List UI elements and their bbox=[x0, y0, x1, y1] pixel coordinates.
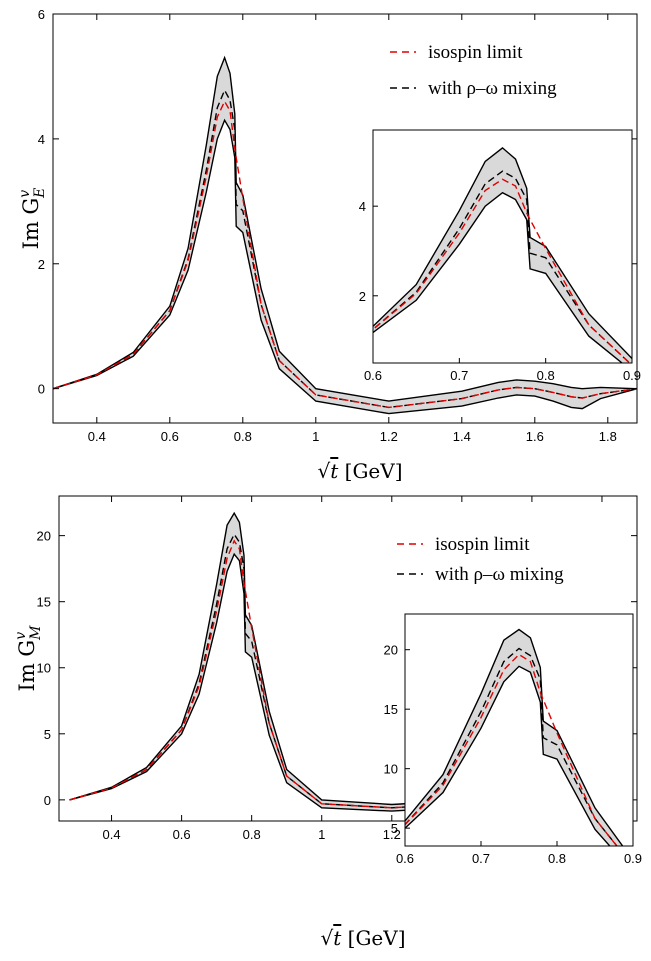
x-tick-label: 1.2 bbox=[380, 429, 398, 444]
y-label-sup: v bbox=[13, 632, 29, 640]
inset-panel: 0.6 0.7 0.8 0.9 5 10 15 20 bbox=[384, 613, 642, 866]
y-label-sub: E bbox=[32, 188, 48, 199]
x-tick-label: 1.4 bbox=[453, 429, 471, 444]
inset-y-tick-label: 20 bbox=[384, 643, 398, 658]
y-axis-label-group: Im GvM bbox=[13, 625, 44, 692]
x-tick-label: 1 bbox=[318, 827, 325, 842]
inset-x-tick-label: 0.6 bbox=[396, 851, 414, 866]
x-tick-label: 0.8 bbox=[234, 429, 252, 444]
inset-x-tick-label: 0.8 bbox=[537, 368, 555, 383]
inset-y-tick-label: 10 bbox=[384, 762, 398, 777]
inset-series-isospin bbox=[405, 653, 618, 846]
inset-x-tick-label: 0.9 bbox=[624, 851, 642, 866]
legend: isospin limit with ρ–ω mixing bbox=[390, 42, 557, 99]
chart-panel-top: 0.4 0.6 0.8 1 1.2 1.4 1.6 1.8 0 2 4 6 √t [GeV] Im GvE… bbox=[17, 7, 641, 483]
inset-plot bbox=[373, 146, 632, 363]
x-tick-label: 1 bbox=[312, 429, 319, 444]
x-tick-label: 0.4 bbox=[103, 827, 121, 842]
inset-x-tick-label: 0.8 bbox=[548, 851, 566, 866]
x-tick-label: 0.8 bbox=[243, 827, 261, 842]
plot-frame bbox=[52, 13, 638, 424]
inset-band-upper bbox=[373, 146, 632, 360]
sqrt-symbol: √ bbox=[317, 459, 330, 483]
inset-band-upper bbox=[405, 628, 624, 846]
band-upper-edge bbox=[52, 55, 638, 402]
legend-label: isospin limit bbox=[435, 534, 530, 555]
y-tick-label: 2 bbox=[38, 257, 45, 272]
y-tick-label: 5 bbox=[44, 727, 51, 742]
inset-frame bbox=[404, 613, 634, 847]
y-label-main: Im G bbox=[19, 198, 43, 250]
y-label-sup: v bbox=[17, 190, 33, 198]
legend-label: with ρ–ω mixing bbox=[435, 564, 564, 585]
x-tick-label: 0.4 bbox=[88, 429, 106, 444]
legend-label: isospin limit bbox=[428, 42, 523, 63]
x-tick-label: 1.8 bbox=[599, 429, 617, 444]
y-axis-label: Im GvE bbox=[17, 188, 48, 250]
inset-plot bbox=[405, 628, 624, 846]
inset-x-tick-label: 0.6 bbox=[364, 368, 382, 383]
inset-x-tick-label: 0.7 bbox=[472, 851, 490, 866]
y-tick-label: 10 bbox=[37, 661, 51, 676]
inset-x-tick-label: 0.9 bbox=[623, 368, 641, 383]
y-tick-label: 15 bbox=[37, 595, 51, 610]
legend-label: with ρ–ω mixing bbox=[428, 78, 557, 99]
y-axis-label-group: Im GvE bbox=[17, 188, 48, 250]
inset-x-tick-label: 0.7 bbox=[450, 368, 468, 383]
legend: isospin limit with ρ–ω mixing bbox=[397, 534, 564, 585]
x-tick-label: 0.6 bbox=[173, 827, 191, 842]
inset-y-tick-label: 2 bbox=[359, 289, 366, 304]
band-lower-edge bbox=[52, 118, 638, 415]
inset-y-tick-label: 4 bbox=[359, 199, 366, 214]
y-tick-label: 20 bbox=[37, 529, 51, 544]
y-axis-label: Im GvM bbox=[13, 625, 44, 692]
x-tick-label: 1.6 bbox=[526, 429, 544, 444]
x-variable: t bbox=[333, 926, 342, 950]
inset-band-lower bbox=[373, 191, 624, 363]
y-tick-label: 0 bbox=[44, 793, 51, 808]
x-tick-label: 1.2 bbox=[383, 827, 401, 842]
y-tick-label: 4 bbox=[38, 132, 45, 147]
x-tick-label: 0.6 bbox=[161, 429, 179, 444]
x-unit: [GeV] bbox=[341, 926, 405, 950]
x-unit: [GeV] bbox=[338, 459, 402, 483]
chart-panel-bottom: 0.40.60.811.21.41.61.805101520√t [GeV]Im… bbox=[13, 495, 642, 950]
inset-band bbox=[373, 147, 632, 363]
y-tick-label: 6 bbox=[38, 7, 45, 22]
inset-frame bbox=[372, 129, 633, 364]
sqrt-symbol: √ bbox=[320, 926, 333, 950]
inset-panel: 0.6 0.7 0.8 0.9 2 4 bbox=[359, 129, 641, 383]
inset-band bbox=[405, 629, 623, 846]
inset-y-tick-label: 15 bbox=[384, 702, 398, 717]
y-label-main: Im G bbox=[15, 640, 39, 692]
y-label-sub: M bbox=[28, 625, 44, 641]
y-tick-label: 0 bbox=[38, 382, 45, 397]
series-isospin-limit bbox=[52, 99, 638, 409]
inset-y-tick-label: 5 bbox=[391, 821, 398, 836]
plot-frame bbox=[58, 495, 638, 822]
x-variable: t bbox=[330, 459, 339, 483]
x-axis-label: √t [GeV] bbox=[317, 459, 402, 483]
x-axis-label: √t [GeV] bbox=[320, 926, 405, 950]
inset-band-lower bbox=[405, 665, 611, 846]
